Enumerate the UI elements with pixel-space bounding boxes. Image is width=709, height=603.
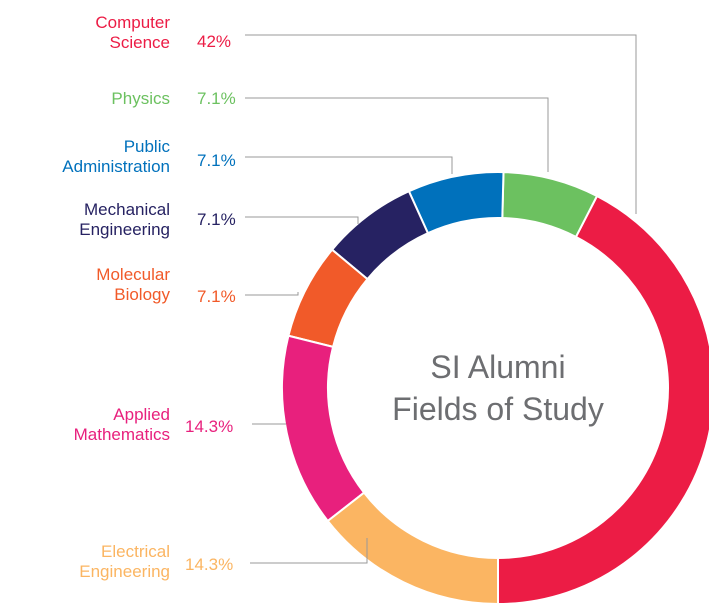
chart-title: SI Alumni Fields of Study xyxy=(392,349,604,427)
value-label: 7.1% xyxy=(197,151,236,170)
value-label: 42% xyxy=(197,32,232,51)
category-label: Computer Science xyxy=(95,13,170,52)
leader-line xyxy=(245,97,549,172)
leader-line xyxy=(245,292,299,296)
donut-slice xyxy=(281,334,366,523)
value-label: 14.3% xyxy=(185,555,234,574)
value-label: 7.1% xyxy=(197,89,236,108)
leader-line xyxy=(245,216,359,224)
value-label: 7.1% xyxy=(197,287,236,306)
donut-slice xyxy=(326,491,499,603)
category-label: Applied Mathematics xyxy=(73,405,170,444)
category-label: Mechanical Engineering xyxy=(79,200,171,239)
category-label: Molecular Biology xyxy=(96,265,170,304)
value-label: 7.1% xyxy=(197,210,236,229)
donut-slice xyxy=(497,194,709,603)
category-label: Physics xyxy=(111,89,170,108)
leader-line xyxy=(250,538,368,564)
leader-line xyxy=(245,34,637,214)
leader-line xyxy=(245,156,453,174)
category-label: Public Administration xyxy=(62,137,170,176)
category-label: Electrical Engineering xyxy=(79,542,171,581)
value-label: 14.3% xyxy=(185,417,234,436)
